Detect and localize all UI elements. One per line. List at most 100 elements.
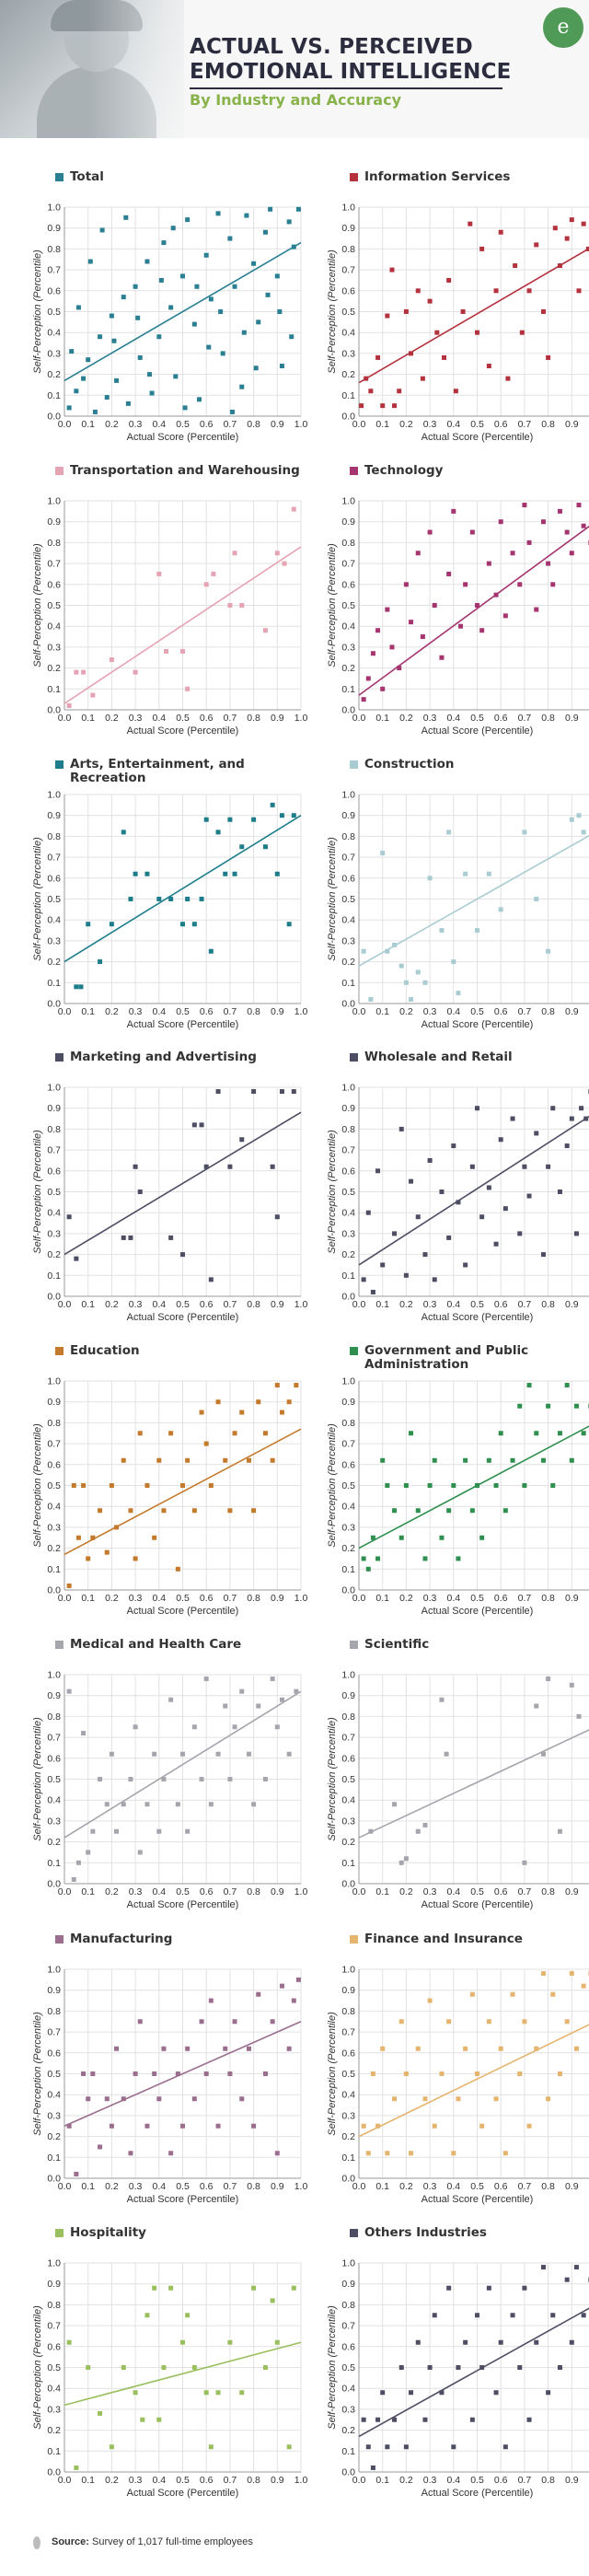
y-tick-label: 0.6 (341, 1459, 355, 1470)
data-point (422, 1556, 428, 1561)
chart-title-marker (55, 1641, 64, 1649)
data-point (385, 2444, 390, 2450)
trend-line (64, 546, 302, 704)
data-point (451, 1483, 456, 1488)
data-point (185, 1457, 191, 1463)
data-point (498, 2339, 503, 2345)
data-point (415, 551, 421, 556)
x-tick-label: 0.2 (105, 1006, 119, 1017)
y-tick-label: 0.7 (341, 1439, 355, 1450)
data-point (199, 1410, 204, 1415)
chart-12: Manufacturing 0.0 0.1 0.2 0.3 0.4 0.5 0.6 0.7 0.8… (28, 1932, 322, 2227)
data-point (540, 519, 546, 525)
data-point (526, 1383, 532, 1388)
data-point (380, 2046, 386, 2051)
y-tick-label: 0.6 (341, 1753, 355, 1764)
data-point (71, 1876, 76, 1882)
brand-logo-icon[interactable]: e (543, 7, 583, 48)
y-axis-label: Self-Perception (Percentile) (32, 249, 43, 374)
y-tick-label: 0.5 (47, 894, 61, 905)
x-tick-label: 0.8 (541, 2181, 555, 2192)
data-point (403, 2444, 409, 2450)
data-point (422, 1252, 428, 1258)
y-tick-label: 0.4 (341, 1795, 355, 1806)
y-tick-label: 0.0 (47, 1585, 61, 1596)
data-point (168, 2285, 174, 2291)
data-point (361, 2123, 366, 2129)
y-tick-label: 0.2 (341, 1543, 355, 1554)
data-point (185, 897, 191, 901)
x-tick-label: 0.2 (399, 2181, 413, 2192)
data-point (517, 1403, 523, 1409)
data-point (446, 1508, 452, 1514)
data-point (78, 984, 84, 990)
data-point (137, 1189, 143, 1194)
y-tick-label: 0.5 (341, 1480, 355, 1491)
data-point (291, 1089, 296, 1095)
data-point (199, 2019, 204, 2025)
data-point (137, 1431, 143, 1436)
data-point (375, 2123, 381, 2129)
data-point (208, 2444, 214, 2450)
data-point (121, 1802, 126, 1807)
x-tick-label: 0.3 (129, 1593, 143, 1604)
y-tick-label: 0.5 (341, 2362, 355, 2373)
data-point (415, 969, 421, 975)
data-point (519, 330, 525, 335)
data-point (223, 1703, 228, 1709)
data-point (385, 948, 390, 954)
y-tick-label: 0.9 (47, 1985, 61, 1996)
y-tick-label: 0.0 (341, 1879, 355, 1890)
y-tick-label: 0.3 (47, 348, 61, 359)
data-point (522, 830, 527, 835)
data-point (451, 1143, 456, 1149)
data-point (156, 2096, 162, 2102)
data-point (156, 334, 162, 340)
data-point (74, 2465, 79, 2470)
x-tick-label: 0.9 (271, 1299, 284, 1310)
y-tick-label: 0.2 (341, 369, 355, 380)
data-point (498, 1431, 503, 1436)
data-point (550, 582, 556, 587)
y-tick-label: 0.2 (47, 2425, 61, 2436)
x-axis-label: Actual Score (Percentile) (422, 1312, 534, 1323)
data-point (251, 2123, 257, 2129)
data-point (498, 907, 503, 912)
x-tick-label: 0.7 (518, 1006, 532, 1017)
x-tick-label: 0.2 (105, 713, 119, 724)
x-axis-label: Actual Score (Percentile) (422, 1019, 534, 1030)
y-tick-label: 0.7 (341, 1733, 355, 1744)
data-point (286, 2046, 292, 2051)
y-tick-label: 0.0 (47, 412, 61, 423)
x-axis-label: Actual Score (Percentile) (127, 2194, 239, 2205)
x-tick-label: 0.3 (129, 1299, 143, 1310)
data-point (282, 561, 287, 566)
data-point (232, 871, 237, 876)
y-tick-label: 0.0 (341, 2174, 355, 2185)
y-tick-label: 0.7 (47, 1733, 61, 1744)
x-tick-label: 0.7 (224, 1593, 237, 1604)
chart-title-marker (350, 467, 358, 475)
data-point (262, 229, 268, 235)
data-point (161, 2046, 167, 2051)
data-point (569, 2339, 574, 2345)
y-tick-label: 0.0 (341, 1292, 355, 1303)
data-point (277, 309, 283, 314)
x-tick-label: 0.3 (129, 1886, 143, 1897)
data-point (74, 1256, 79, 1261)
data-point (550, 1991, 556, 1997)
data-point (175, 1566, 180, 1572)
x-tick-label: 0.7 (518, 419, 532, 430)
y-tick-label: 0.4 (47, 328, 61, 339)
data-point (368, 996, 374, 1002)
x-tick-label: 0.2 (399, 2475, 413, 2486)
data-point (251, 2285, 257, 2291)
data-point (144, 1483, 150, 1488)
data-point (244, 213, 249, 218)
y-tick-label: 0.4 (47, 1502, 61, 1513)
x-tick-label: 0.9 (565, 1299, 579, 1310)
chart-1: Information Services 0.0 0.1 0.2 0.3 0.4 0.5 0.… (322, 170, 589, 465)
data-point (451, 2151, 456, 2156)
x-tick-label: 0.5 (470, 1299, 484, 1310)
x-tick-label: 0.7 (224, 2475, 237, 2486)
